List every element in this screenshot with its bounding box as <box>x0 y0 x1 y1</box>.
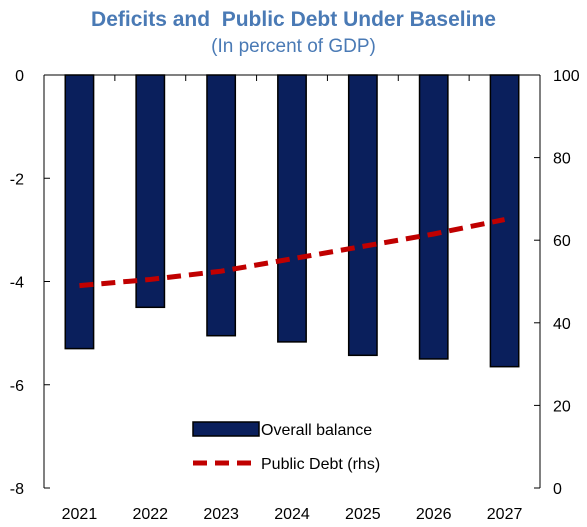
y-left-tick-label: -8 <box>10 481 24 498</box>
y-right-tick-label: 20 <box>553 398 571 415</box>
x-tick-label: 2024 <box>274 506 310 523</box>
x-tick-label: 2022 <box>132 506 168 523</box>
legend-label-public-debt: Public Debt (rhs) <box>261 456 380 473</box>
y-right-tick-label: 100 <box>553 68 580 85</box>
bar-2022 <box>135 74 166 309</box>
y-left-tick-label: -6 <box>10 378 24 395</box>
legend: Overall balance Public Debt (rhs) <box>192 421 380 473</box>
public-debt-line <box>79 217 506 289</box>
legend-swatch-overall-balance <box>192 421 260 437</box>
x-tick-label: 2026 <box>416 506 452 523</box>
legend-label-overall-balance: Overall balance <box>261 422 372 439</box>
bar-2024 <box>277 74 307 343</box>
chart-subtitle: (In percent of GDP) <box>211 36 376 57</box>
debt-line-group <box>79 217 506 289</box>
y-left-tick-label: -4 <box>10 275 24 292</box>
y-right-tick-label: 80 <box>553 151 571 168</box>
x-tick-label: 2025 <box>345 506 381 523</box>
bar-group <box>64 74 520 368</box>
chart-title: Deficits and Public Debt Under Baseline <box>91 8 496 31</box>
bar-2026 <box>418 74 449 360</box>
x-tick-label: 2021 <box>62 506 98 523</box>
bar-2021 <box>64 74 95 350</box>
y-left-tick-label: 0 <box>15 68 24 85</box>
y-right-tick-label: 0 <box>553 481 562 498</box>
y-right-tick-label: 60 <box>553 233 571 250</box>
bar-2025 <box>347 74 378 357</box>
x-tick-label: 2023 <box>203 506 239 523</box>
axis-ticks: 0 -2 -4 -6 -8 100 80 60 40 20 0 2021 2022 2023 2024 202… <box>10 68 580 523</box>
y-left-tick-label: -2 <box>10 171 24 188</box>
bar-2023 <box>206 74 237 337</box>
x-tick-label: 2027 <box>487 506 523 523</box>
y-right-tick-label: 40 <box>553 316 571 333</box>
